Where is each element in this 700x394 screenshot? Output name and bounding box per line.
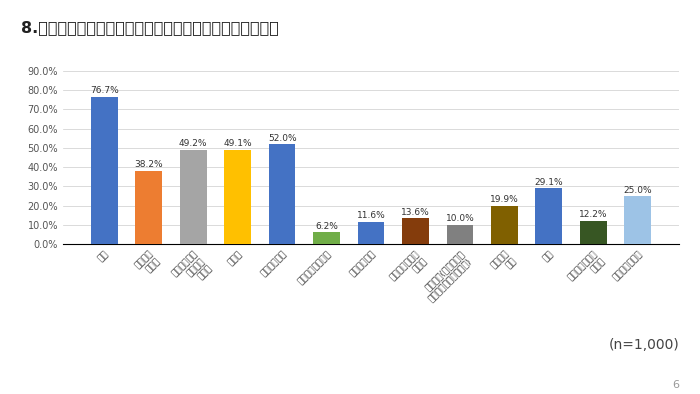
Text: 10.0%: 10.0%: [445, 214, 475, 223]
Text: 29.1%: 29.1%: [535, 178, 563, 187]
Bar: [447, 225, 473, 244]
Bar: [491, 206, 518, 244]
Bar: [402, 218, 429, 244]
Bar: [180, 149, 206, 244]
Bar: [580, 221, 607, 244]
Text: 6: 6: [672, 380, 679, 390]
Bar: [91, 97, 118, 244]
Text: 19.9%: 19.9%: [490, 195, 519, 204]
Text: 25.0%: 25.0%: [624, 186, 652, 195]
Text: 38.2%: 38.2%: [134, 160, 163, 169]
Text: (n=1,000): (n=1,000): [608, 338, 679, 352]
Text: 76.7%: 76.7%: [90, 86, 119, 95]
Bar: [624, 196, 651, 244]
Bar: [269, 144, 295, 244]
Text: 49.1%: 49.1%: [223, 139, 252, 148]
Bar: [135, 171, 162, 244]
Text: 13.6%: 13.6%: [401, 208, 430, 217]
Text: 11.6%: 11.6%: [356, 212, 386, 220]
Bar: [313, 232, 340, 244]
Bar: [224, 150, 251, 244]
Bar: [536, 188, 562, 244]
Text: 12.2%: 12.2%: [579, 210, 608, 219]
Text: 6.2%: 6.2%: [315, 222, 338, 231]
Bar: [358, 222, 384, 244]
Text: 8.整体・鍼灸院を選ぶ判断基準は何ですか（複数回答可）: 8.整体・鍼灸院を選ぶ判断基準は何ですか（複数回答可）: [21, 20, 279, 35]
Text: 49.2%: 49.2%: [179, 139, 207, 148]
Text: 52.0%: 52.0%: [268, 134, 296, 143]
